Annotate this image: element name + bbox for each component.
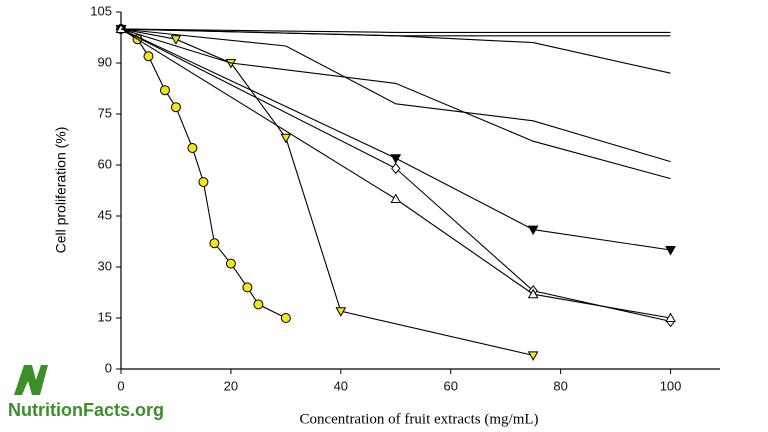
x-tick-label: 40 bbox=[334, 378, 348, 393]
point bbox=[253, 299, 264, 310]
y-tick-label: 75 bbox=[98, 105, 112, 120]
point bbox=[198, 177, 209, 187]
point bbox=[209, 238, 220, 249]
point bbox=[390, 154, 402, 164]
point bbox=[665, 312, 676, 322]
y-tick-label: 15 bbox=[98, 309, 112, 324]
y-tick-label: 90 bbox=[98, 54, 112, 69]
point bbox=[280, 133, 292, 144]
x-tick-label: 60 bbox=[443, 378, 457, 393]
point bbox=[527, 288, 539, 299]
logo-mark bbox=[14, 365, 48, 395]
series-line bbox=[120, 28, 671, 319]
logo-text: NutritionFacts.org bbox=[8, 400, 164, 420]
y-tick-label: 60 bbox=[98, 156, 112, 171]
point bbox=[335, 307, 347, 317]
series-line bbox=[120, 28, 671, 33]
y-axis-label: Cell proliferation (%) bbox=[53, 127, 69, 254]
series-line bbox=[120, 28, 671, 163]
x-axis-label: Concentration of fruit extracts (mg/mL) bbox=[299, 411, 538, 427]
series-line bbox=[120, 28, 671, 180]
series-line bbox=[120, 28, 534, 356]
point bbox=[170, 35, 182, 45]
point bbox=[527, 351, 539, 361]
x-tick-label: 20 bbox=[224, 378, 238, 393]
y-tick-label: 0 bbox=[105, 360, 112, 375]
point bbox=[143, 51, 154, 62]
point bbox=[527, 225, 539, 236]
point bbox=[665, 246, 676, 256]
point bbox=[391, 162, 401, 175]
point bbox=[187, 143, 198, 153]
point bbox=[242, 282, 253, 293]
logo: NutritionFacts.org bbox=[8, 365, 164, 420]
point bbox=[170, 102, 181, 113]
x-tick-label: 0 bbox=[117, 378, 124, 393]
x-tick-label: 100 bbox=[660, 378, 682, 393]
y-tick-label: 30 bbox=[98, 258, 112, 273]
point bbox=[225, 258, 236, 269]
series-line bbox=[120, 28, 671, 251]
x-tick-label: 80 bbox=[553, 378, 567, 393]
y-tick-label: 45 bbox=[98, 207, 112, 222]
point bbox=[390, 193, 402, 203]
point bbox=[159, 85, 170, 96]
point bbox=[280, 313, 291, 323]
y-tick-label: 105 bbox=[90, 3, 112, 18]
series-line bbox=[120, 28, 671, 74]
